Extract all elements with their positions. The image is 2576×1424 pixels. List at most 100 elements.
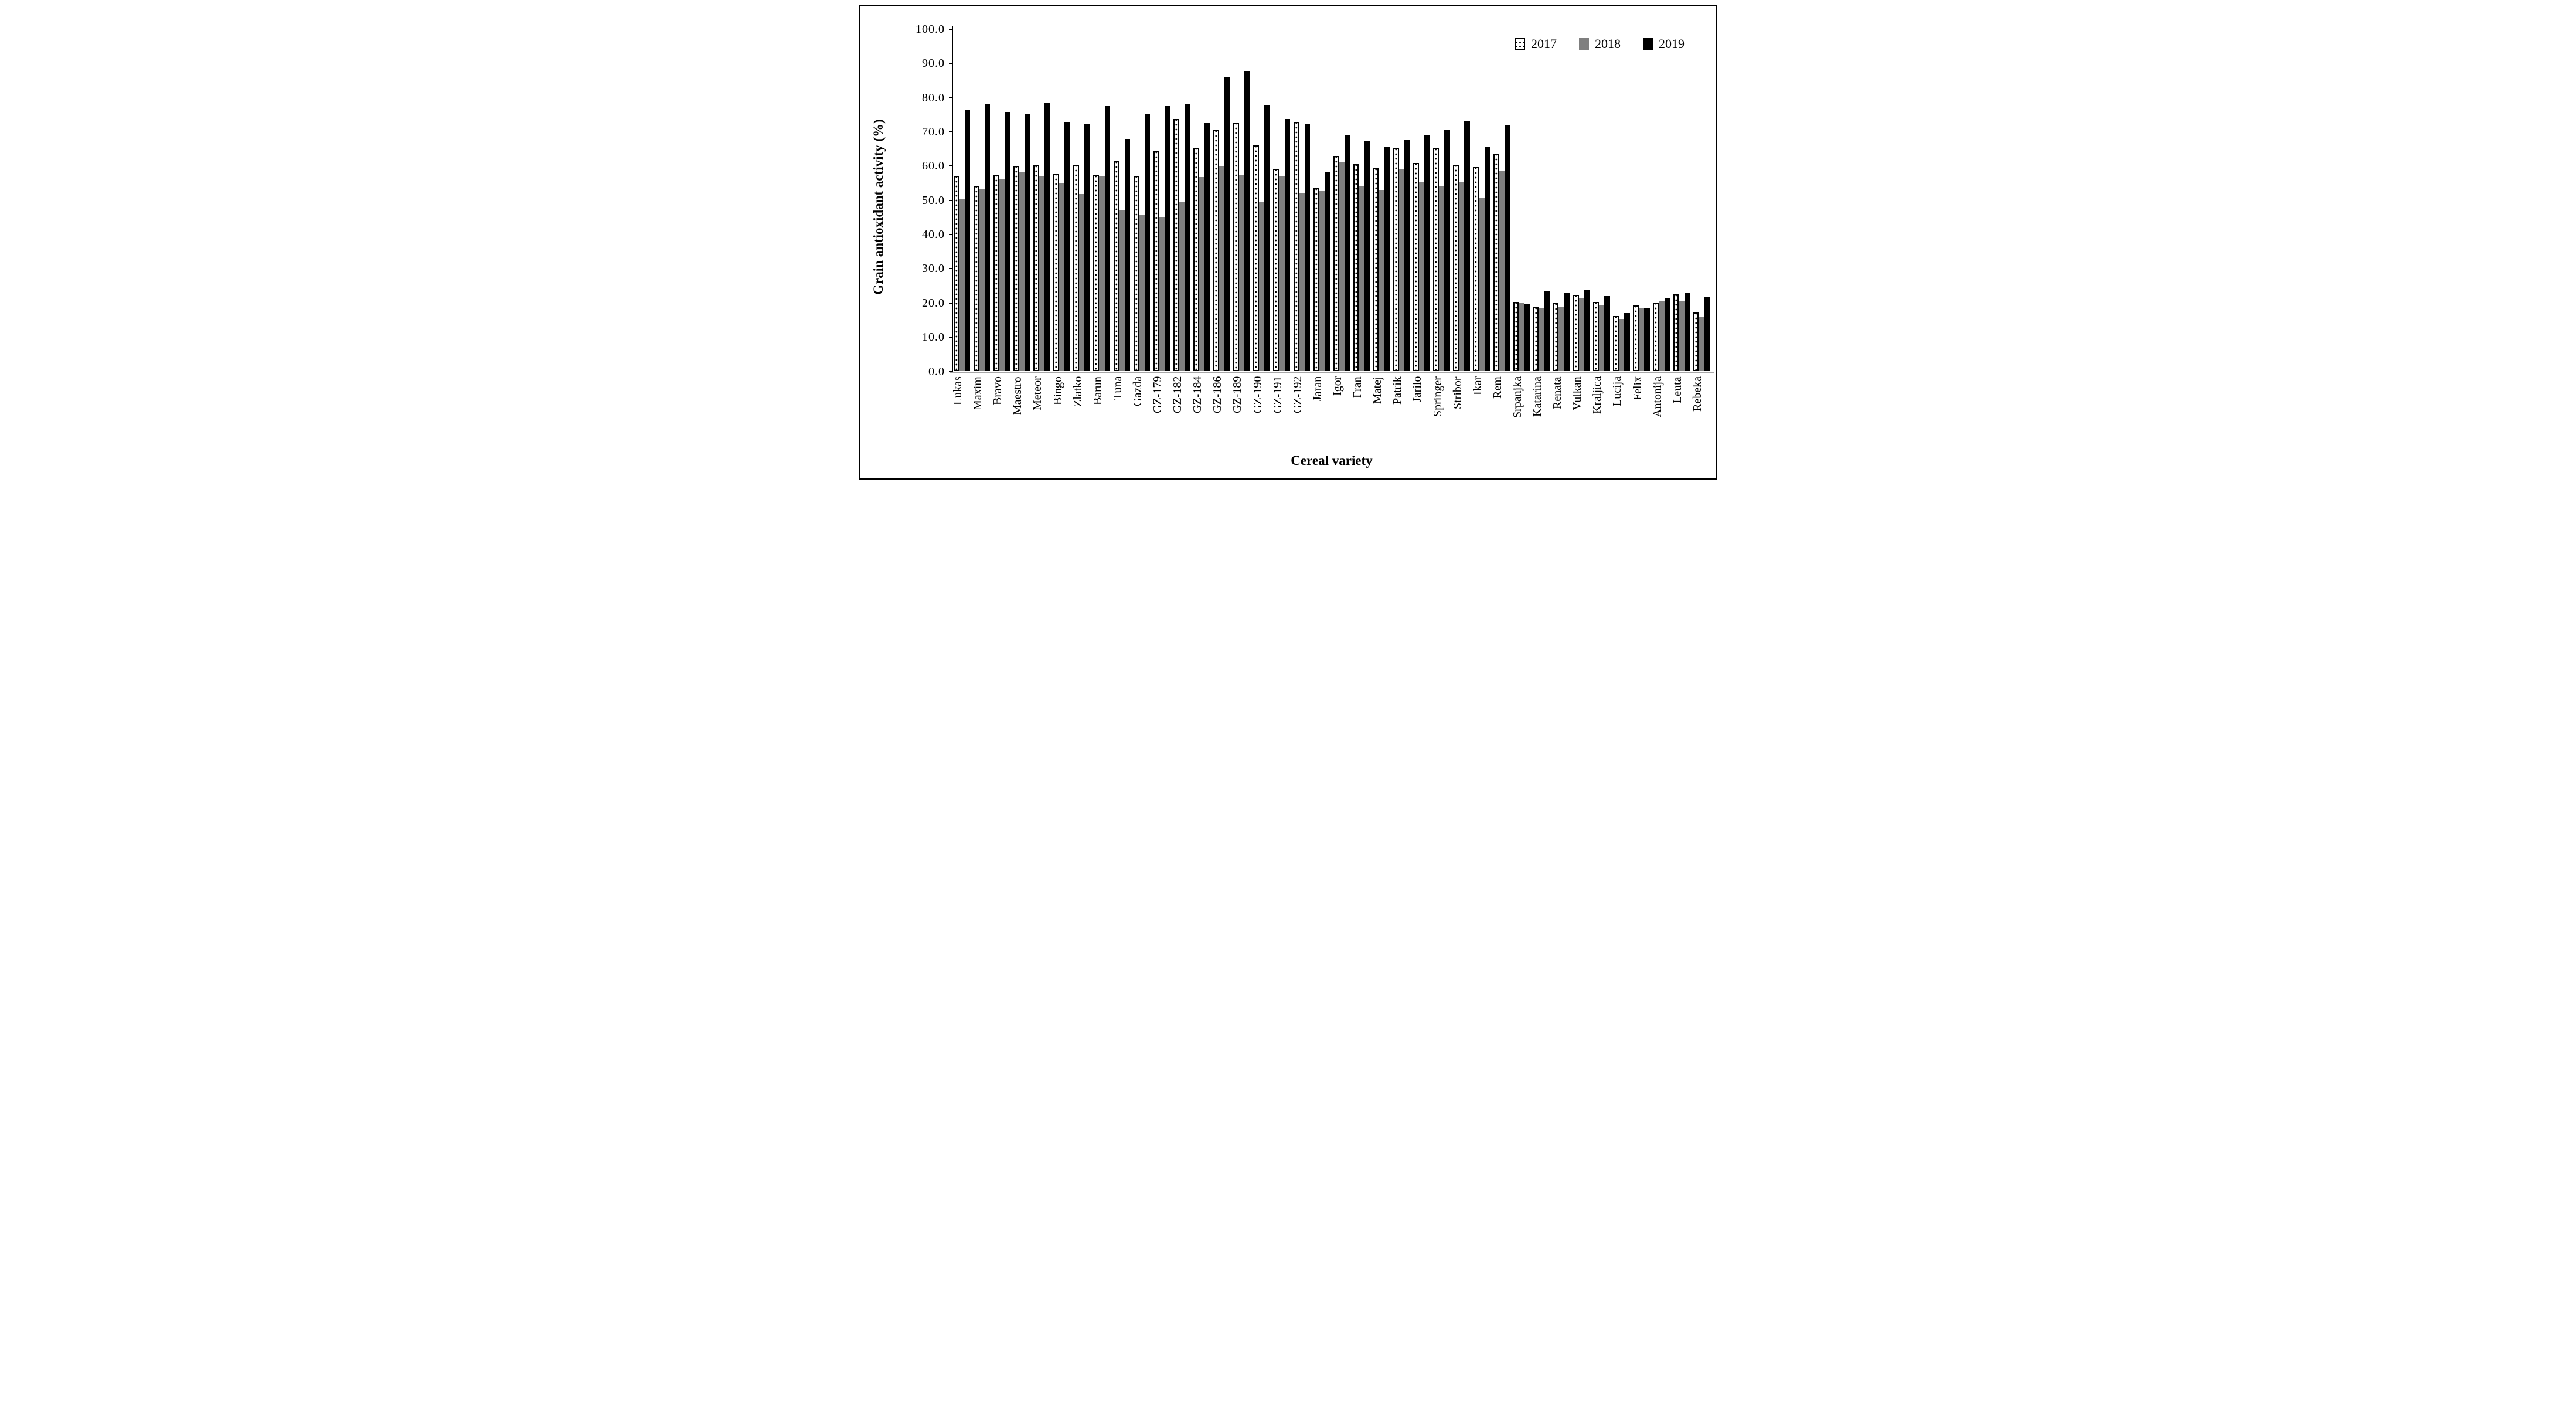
bar-2018-gz-184 bbox=[1199, 177, 1205, 372]
bar-2017-jarilo bbox=[1413, 163, 1419, 372]
y-tick-mark bbox=[949, 29, 952, 30]
legend: 2017 2018 2019 bbox=[1515, 36, 1685, 52]
y-tick-label: 100.0 bbox=[916, 23, 945, 36]
x-category-label: GZ-191 bbox=[1271, 376, 1284, 413]
x-category-label: Bravo bbox=[991, 376, 1005, 405]
legend-swatch-2019 bbox=[1643, 38, 1653, 50]
bar-2018-kraljica bbox=[1598, 305, 1605, 372]
bar-2017-maestro bbox=[1013, 166, 1019, 372]
bar-2018-vulkan bbox=[1578, 298, 1585, 372]
bar-2019-felix bbox=[1644, 307, 1650, 372]
y-tick-label: 60.0 bbox=[922, 159, 945, 173]
bar-2017-antonija bbox=[1653, 302, 1659, 372]
bar-2017-ikar bbox=[1473, 166, 1479, 372]
bar-2017-gz-189 bbox=[1233, 122, 1239, 372]
bar-2017-tuna bbox=[1113, 161, 1119, 372]
bar-2019-zlatko bbox=[1084, 124, 1090, 372]
bar-2018-leuta bbox=[1679, 301, 1685, 372]
bar-2019-katarina bbox=[1544, 290, 1550, 372]
x-category-label: Antonija bbox=[1651, 376, 1664, 417]
x-category-label: Rebeka bbox=[1690, 376, 1704, 412]
bar-2019-gz-189 bbox=[1244, 70, 1250, 372]
bar-2018-tuna bbox=[1119, 210, 1125, 372]
bar-2019-barun bbox=[1104, 106, 1111, 372]
y-tick-mark bbox=[949, 234, 952, 236]
bar-2019-gz-184 bbox=[1204, 123, 1210, 372]
bar-2017-fran bbox=[1353, 164, 1359, 372]
bar-2018-renata bbox=[1558, 307, 1564, 372]
bar-2018-lukas bbox=[959, 199, 965, 372]
bar-2017-bingo bbox=[1053, 173, 1059, 372]
bar-2019-igor bbox=[1344, 134, 1350, 372]
legend-label-2017: 2017 bbox=[1531, 36, 1557, 51]
bar-2018-katarina bbox=[1539, 308, 1544, 372]
y-tick-mark bbox=[949, 337, 952, 338]
x-category-label: Rem bbox=[1491, 376, 1504, 399]
bar-2017-rem bbox=[1493, 153, 1499, 372]
bar-2019-stribor bbox=[1464, 120, 1470, 372]
bar-2019-jaran bbox=[1324, 172, 1330, 372]
bar-2019-ikar bbox=[1484, 146, 1491, 372]
bar-2019-tuna bbox=[1124, 139, 1131, 372]
bar-2017-gz-184 bbox=[1193, 148, 1199, 372]
bar-2017-jaran bbox=[1313, 188, 1319, 372]
bar-2019-gz-182 bbox=[1184, 104, 1190, 372]
bar-2017-katarina bbox=[1533, 307, 1539, 372]
bar-2017-gz-186 bbox=[1213, 130, 1219, 372]
bar-2018-gz-191 bbox=[1278, 176, 1285, 372]
bar-2019-gz-190 bbox=[1264, 104, 1270, 372]
x-category-label: GZ-179 bbox=[1151, 376, 1165, 413]
bar-2017-igor bbox=[1333, 155, 1339, 372]
bar-2019-maxim bbox=[984, 104, 991, 372]
x-category-label: Felix bbox=[1631, 376, 1644, 400]
bar-2018-felix bbox=[1638, 308, 1645, 372]
bar-2017-lukas bbox=[953, 175, 959, 372]
bar-2019-leuta bbox=[1684, 293, 1690, 372]
bar-2018-bingo bbox=[1059, 182, 1065, 372]
bar-2019-rebeka bbox=[1704, 297, 1710, 372]
x-category-label: Tuna bbox=[1111, 376, 1124, 400]
bar-2018-gz-182 bbox=[1179, 202, 1185, 372]
bar-2018-barun bbox=[1099, 175, 1105, 372]
x-category-label: Igor bbox=[1331, 376, 1344, 396]
bar-2019-gz-192 bbox=[1304, 124, 1311, 372]
x-category-label: Renata bbox=[1551, 376, 1564, 409]
bar-2018-gz-192 bbox=[1299, 193, 1305, 372]
x-category-label: Springer bbox=[1431, 376, 1444, 417]
bar-2019-vulkan bbox=[1584, 290, 1590, 372]
bar-2019-springer bbox=[1444, 130, 1450, 372]
bar-2017-felix bbox=[1633, 305, 1639, 372]
legend-swatch-2017 bbox=[1515, 38, 1525, 50]
x-category-label: Meteor bbox=[1031, 376, 1044, 410]
x-category-label: Gazda bbox=[1131, 376, 1144, 406]
bar-2018-meteor bbox=[1039, 175, 1045, 372]
bar-2017-leuta bbox=[1673, 294, 1679, 372]
bar-2017-springer bbox=[1433, 148, 1439, 372]
bar-2017-barun bbox=[1093, 175, 1099, 372]
bar-2019-bravo bbox=[1005, 111, 1010, 372]
bar-2018-lucija bbox=[1618, 318, 1625, 372]
x-category-label: Barun bbox=[1091, 376, 1104, 405]
bar-2017-gz-191 bbox=[1273, 169, 1279, 372]
bar-2018-ikar bbox=[1479, 198, 1485, 372]
bar-2017-bravo bbox=[993, 174, 999, 372]
bar-2019-kraljica bbox=[1604, 295, 1610, 372]
legend-item-2019: 2019 bbox=[1643, 36, 1685, 52]
x-category-label: Srpanjka bbox=[1510, 376, 1524, 418]
y-tick-mark bbox=[949, 97, 952, 98]
bar-2019-gz-191 bbox=[1284, 119, 1291, 372]
bar-2017-gz-182 bbox=[1173, 119, 1179, 372]
bar-2018-rem bbox=[1499, 171, 1505, 372]
bar-2018-srpanjka bbox=[1519, 303, 1524, 372]
legend-item-2018: 2018 bbox=[1579, 36, 1621, 52]
bar-2018-jarilo bbox=[1418, 182, 1425, 372]
bar-2018-gz-186 bbox=[1219, 165, 1225, 372]
bar-2017-gz-190 bbox=[1253, 145, 1259, 372]
y-tick-label: 90.0 bbox=[922, 57, 945, 70]
x-category-label: Jaran bbox=[1311, 376, 1324, 401]
bar-2018-antonija bbox=[1658, 301, 1665, 372]
x-category-label: GZ-192 bbox=[1291, 376, 1304, 413]
bar-2018-rebeka bbox=[1699, 317, 1704, 372]
x-category-label: Lukas bbox=[951, 376, 964, 405]
bar-2019-meteor bbox=[1044, 102, 1050, 372]
